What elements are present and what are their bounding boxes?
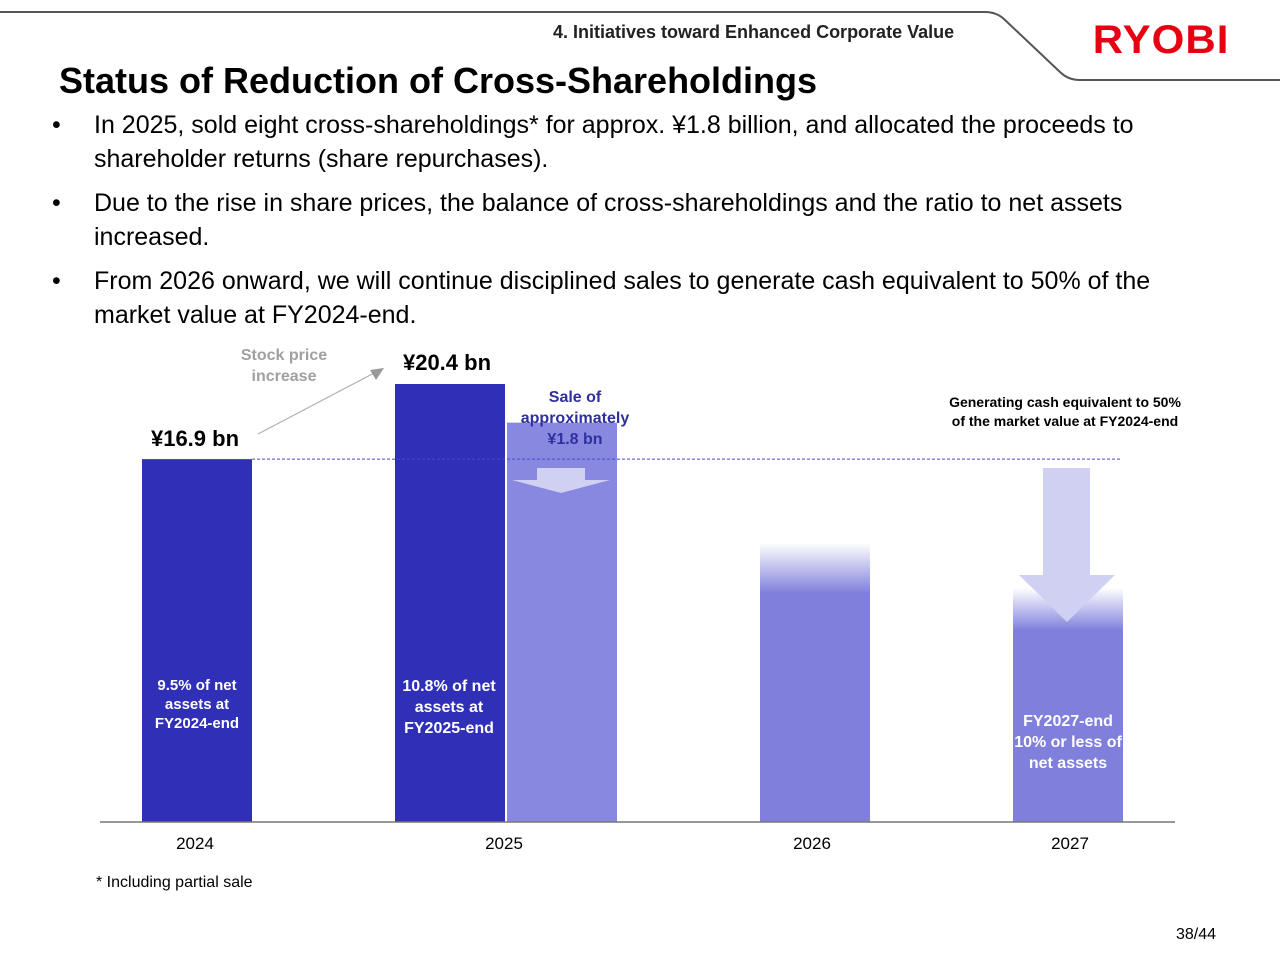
- bullet-item: • From 2026 onward, we will continue disc…: [52, 264, 1232, 332]
- section-title: 4. Initiatives toward Enhanced Corporate…: [553, 22, 955, 42]
- value-label-2024: ¥16.9 bn: [150, 426, 240, 451]
- bullet-item: • Due to the rise in share prices, the ba…: [52, 186, 1232, 254]
- sale-arrow-icon: [512, 468, 610, 493]
- chart-canvas: [100, 368, 1175, 823]
- stock-price-arrow-head: [370, 368, 384, 380]
- sale-annotation: Sale of approximately ¥1.8 bn: [520, 389, 630, 448]
- bullet-marker: •: [52, 189, 61, 217]
- bullet-text: Due to the rise in share prices, the bal…: [94, 189, 1123, 251]
- bullet-text: In 2025, sold eight cross-shareholdings*…: [94, 111, 1134, 173]
- x-tick-2025: 2025: [485, 834, 523, 853]
- bar-2027: [1013, 587, 1123, 822]
- x-tick-2026: 2026: [793, 834, 831, 853]
- bullet-item: • In 2025, sold eight cross-shareholdings…: [52, 108, 1232, 176]
- page-number: 38/44: [1176, 926, 1217, 943]
- stock-price-annotation: Stock price increase: [240, 347, 328, 385]
- target-arrow-icon: [1019, 468, 1115, 622]
- inner-label-2027: FY2027-end 10% or less of net assets: [1014, 713, 1122, 772]
- bullet-marker: •: [52, 267, 61, 295]
- bullet-marker: •: [52, 111, 61, 139]
- header-frame-line: [0, 11, 1280, 81]
- x-tick-2024: 2024: [176, 834, 214, 853]
- bar-2026: [760, 542, 870, 822]
- page-title: Status of Reduction of Cross-Shareholdin…: [59, 60, 818, 101]
- cross-shareholdings-chart: Stock price increase Sale of approximate…: [0, 330, 1280, 870]
- value-label-2025: ¥20.4 bn: [402, 350, 492, 375]
- stock-price-arrow-line: [257, 371, 377, 435]
- bullet-text: From 2026 onward, we will continue disci…: [94, 267, 1151, 329]
- bar-2025: [395, 384, 505, 822]
- target-annotation: Generating cash equivalent to 50% of the…: [949, 394, 1181, 429]
- footnote: * Including partial sale: [96, 874, 253, 891]
- ryobi-logo: RYOBI: [1092, 18, 1230, 62]
- x-tick-2027: 2027: [1051, 834, 1089, 853]
- inner-label-2025: 10.8% of net assets at FY2025-end: [402, 678, 496, 737]
- bullet-list: • In 2025, sold eight cross-shareholdings…: [52, 108, 1232, 342]
- inner-label-2024: 9.5% of net assets at FY2024-end: [154, 677, 240, 732]
- bar-2024: [142, 459, 252, 822]
